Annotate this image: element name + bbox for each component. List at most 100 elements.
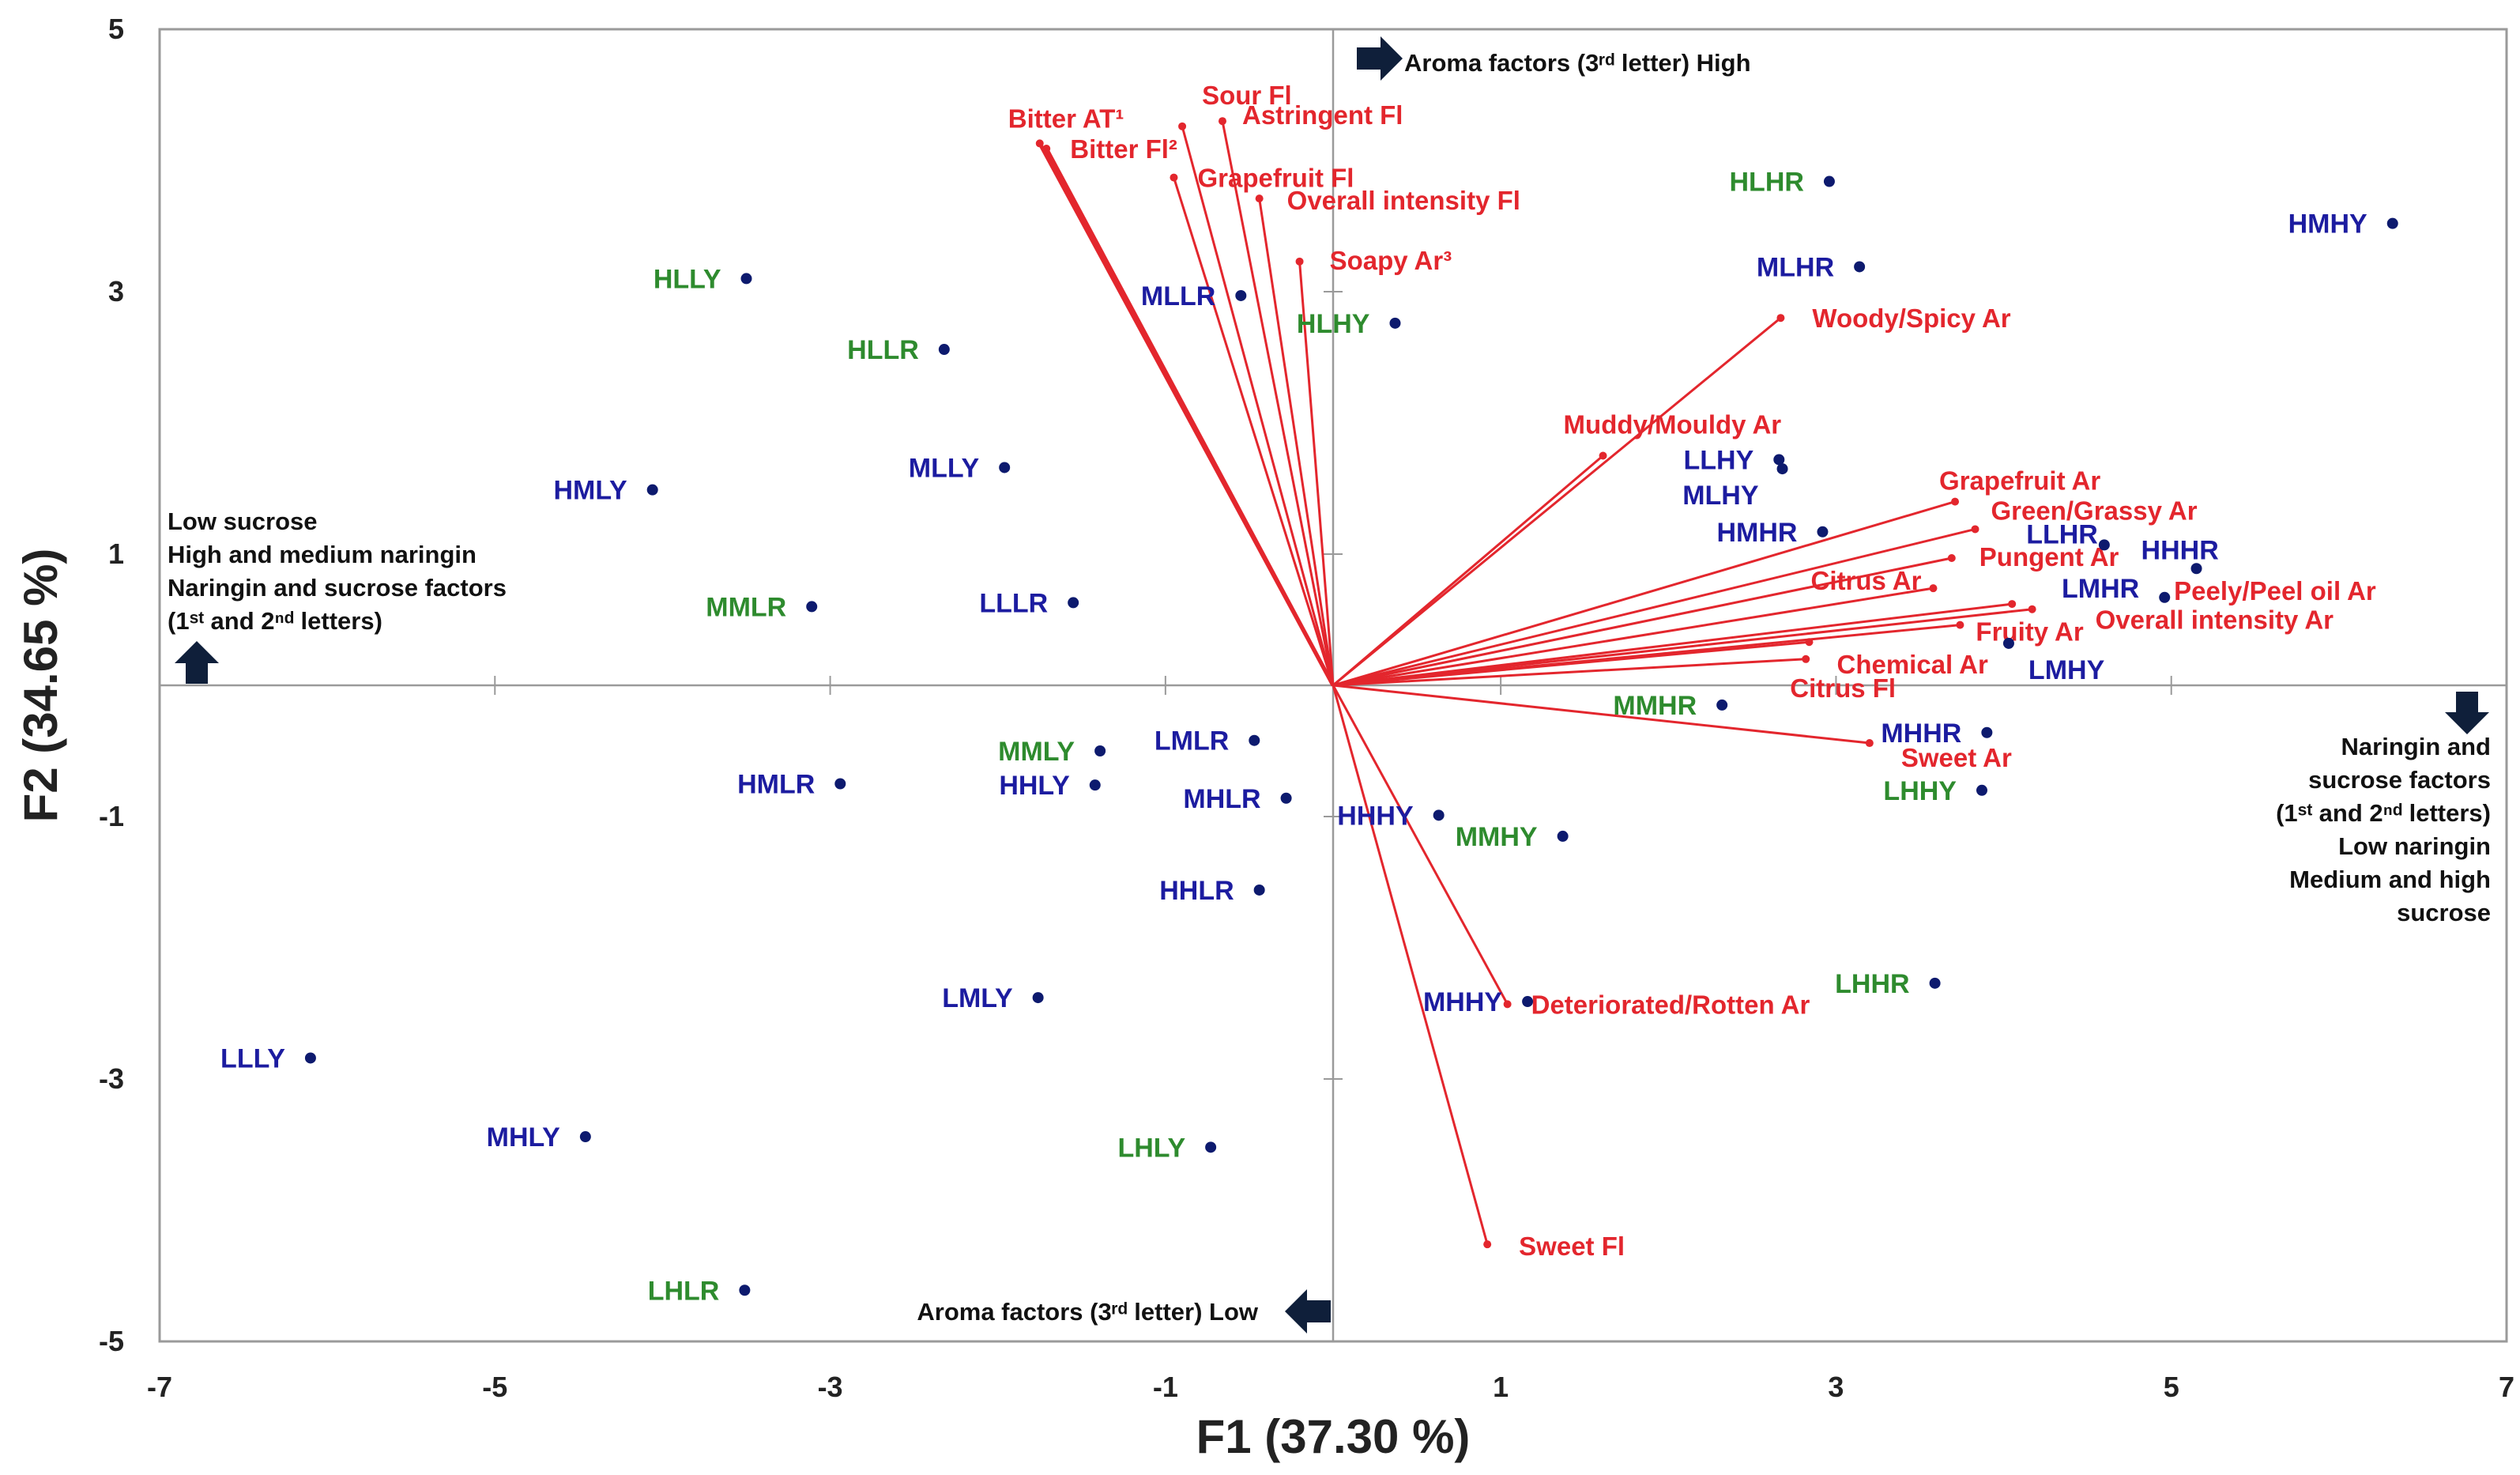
variable-label: Overall intensity Ar bbox=[2096, 605, 2334, 635]
variable-label: Woody/Spicy Ar bbox=[1812, 304, 2010, 333]
variable-label: Astringent Fl bbox=[1242, 100, 1403, 130]
annotation-top: Aroma factors (3ʳᵈ letter) High bbox=[1404, 49, 1751, 77]
observation-label: HLHY bbox=[1297, 309, 1370, 339]
x-tick-label: -3 bbox=[818, 1371, 843, 1403]
observation-point bbox=[1557, 830, 1569, 842]
observation-label: HHHR bbox=[2141, 535, 2219, 565]
observation-label: LMHY bbox=[2028, 655, 2105, 685]
observation-label: HLLY bbox=[654, 264, 721, 294]
variable-label: Soapy Ar³ bbox=[1330, 246, 1452, 275]
variable-vector bbox=[1332, 602, 2013, 687]
variable-label: Citrus Fl bbox=[1790, 673, 1896, 703]
axes: -7 -5 -3 -1 1 3 5 7 5 3 1 -1 -3 -5 bbox=[99, 13, 2514, 1403]
variable-vector bbox=[1258, 198, 1335, 686]
observation-label: MLLY bbox=[909, 453, 980, 483]
annotation-right-line: Medium and high bbox=[2289, 866, 2491, 893]
observation-point bbox=[1776, 463, 1788, 475]
variable-vector bbox=[1332, 658, 1806, 687]
observation-label: LHLR bbox=[648, 1276, 720, 1306]
x-tick-label: -7 bbox=[147, 1371, 172, 1403]
annotation-right-line: Naringin and bbox=[2341, 733, 2491, 760]
observation-point bbox=[1981, 726, 1993, 738]
annotation-right-line: Low naringin bbox=[2338, 832, 2491, 860]
variable-label: Bitter AT¹ bbox=[1008, 104, 1124, 133]
observation-point bbox=[999, 462, 1011, 473]
observation-label: MMLY bbox=[998, 737, 1075, 767]
observation-label: HMHR bbox=[1716, 518, 1797, 548]
variable-endpoint bbox=[1776, 314, 1785, 323]
observation-label: MLHR bbox=[1757, 252, 1834, 282]
variable-endpoint bbox=[1805, 638, 1814, 647]
annotation-left-line: Low sucrose bbox=[168, 507, 318, 535]
annotation-right-line: sucrose bbox=[2397, 899, 2491, 926]
observation-point bbox=[1235, 289, 1247, 301]
variable-label: Citrus Ar bbox=[1811, 566, 1922, 595]
observation-label: HMHY bbox=[2288, 209, 2367, 240]
variable-endpoint bbox=[1929, 584, 1938, 593]
observation-label: LMLR bbox=[1155, 726, 1229, 756]
annotation-left-line: (1ˢᵗ and 2ⁿᵈ letters) bbox=[168, 607, 382, 635]
observation-label: HLHR bbox=[1730, 168, 1804, 198]
y-tick-label: 1 bbox=[108, 538, 124, 570]
x-tick-label: 5 bbox=[2164, 1371, 2179, 1403]
variable-endpoint bbox=[1255, 194, 1264, 203]
observation-point bbox=[2002, 637, 2014, 649]
observation-label: LHHY bbox=[1883, 776, 1957, 806]
variable-vector bbox=[1173, 177, 1335, 686]
arrow-down-icon bbox=[2445, 692, 2489, 734]
variable-endpoint bbox=[1956, 621, 1964, 629]
y-tick-label: -5 bbox=[99, 1325, 124, 1357]
observation-point bbox=[1976, 784, 1987, 796]
observation-point bbox=[740, 273, 752, 285]
observation-label: HHLY bbox=[999, 771, 1070, 801]
x-tick-label: -5 bbox=[482, 1371, 507, 1403]
observation-point bbox=[1205, 1141, 1217, 1153]
observation-point bbox=[1854, 261, 1866, 273]
observation-point bbox=[1817, 526, 1829, 538]
variable-endpoint bbox=[1218, 117, 1226, 126]
observation-label: MLHY bbox=[1682, 481, 1759, 511]
observation-point bbox=[1253, 884, 1265, 896]
variable-endpoint bbox=[1865, 739, 1874, 748]
observation-point bbox=[1094, 745, 1106, 756]
variable-endpoint bbox=[1971, 525, 1979, 534]
variable-endpoint bbox=[1599, 451, 1607, 460]
observation-point bbox=[1433, 809, 1445, 821]
variable-endpoint bbox=[1295, 257, 1304, 266]
observation-point bbox=[2190, 563, 2202, 575]
variable-endpoint bbox=[2008, 600, 2017, 609]
arrow-left-icon bbox=[1285, 1289, 1331, 1334]
annotation-right-line: sucrose factors bbox=[2308, 766, 2491, 794]
observation-point bbox=[1032, 992, 1044, 1004]
observation-point bbox=[1249, 734, 1260, 746]
observation-label: LMHR bbox=[2062, 574, 2139, 604]
observation-point bbox=[1389, 317, 1401, 329]
arrow-right-icon bbox=[1357, 36, 1403, 81]
variable-label: Peely/Peel oil Ar bbox=[2174, 576, 2376, 605]
observation-label: MMLR bbox=[706, 592, 786, 622]
observation-label: MLLR bbox=[1141, 281, 1215, 311]
observation-label: LLLR bbox=[979, 588, 1048, 618]
observation-label: MHHR bbox=[1881, 719, 1961, 749]
observation-label: LMLY bbox=[942, 983, 1013, 1013]
annotation-left-line: Naringin and sucrose factors bbox=[168, 574, 507, 602]
observation-point bbox=[938, 344, 950, 356]
variable-label: Green/Grassy Ar bbox=[1991, 496, 2198, 525]
variable-label: Pungent Ar bbox=[1979, 542, 2119, 572]
observation-point bbox=[2159, 591, 2171, 603]
annotation-right-line: (1ˢᵗ and 2ⁿᵈ letters) bbox=[2276, 799, 2491, 827]
annotation-bottom: Aroma factors (3ʳᵈ letter) Low bbox=[917, 1298, 1259, 1326]
variable-label: Sweet Fl bbox=[1519, 1232, 1625, 1261]
observation-label: MHHY bbox=[1423, 987, 1502, 1017]
variable-endpoint bbox=[1503, 1000, 1512, 1009]
observation-label: LLLY bbox=[220, 1043, 285, 1073]
y-tick-label: 3 bbox=[108, 275, 124, 307]
variable-endpoint bbox=[1802, 655, 1810, 663]
variable-label: Overall intensity Fl bbox=[1287, 186, 1520, 215]
observation-label: MHLR bbox=[1183, 784, 1260, 814]
variable-vector bbox=[1332, 317, 1782, 687]
variable-vector bbox=[1332, 528, 1976, 687]
variable-label: Sour Fl bbox=[1202, 81, 1292, 110]
observation-point bbox=[646, 484, 658, 496]
